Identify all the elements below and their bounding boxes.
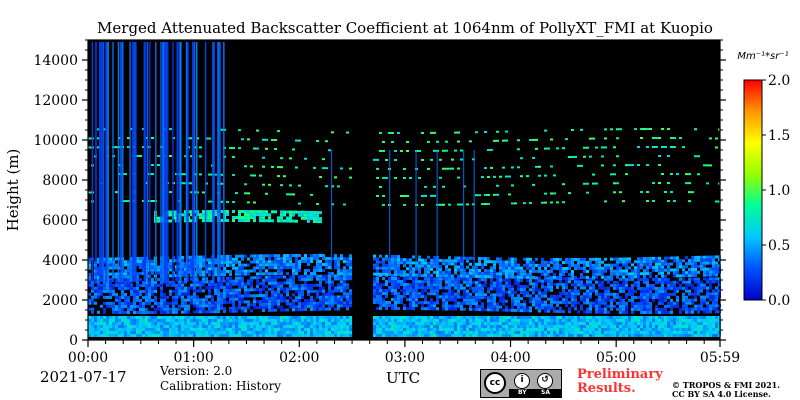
copyright-line-2: CC BY SA 4.0 License.	[672, 389, 771, 399]
colorbar-tick-label: 1.5	[768, 128, 790, 144]
x-tick-label: 01:00	[173, 350, 213, 366]
x-tick-label: 05:59	[700, 350, 740, 366]
y-tick-label: 8000	[42, 173, 78, 189]
colorbar-tick-label: 0.5	[768, 238, 790, 254]
attribution-icon: i	[514, 373, 530, 389]
colorbar-tick-label: 2.0	[768, 73, 790, 89]
y-axis: 0 2000 4000 6000 8000 10000 12000 14000	[33, 39, 726, 349]
preliminary-results-label: Preliminary Results.	[577, 367, 663, 396]
cc-by-label: BY	[518, 389, 527, 396]
y-tick-label: 12000	[33, 93, 78, 109]
cc-badge-strip: BY SA	[509, 389, 561, 397]
footer-version: Version: 2.0	[160, 364, 233, 378]
colorbar-unit-label: Mm⁻¹*sr⁻¹	[737, 51, 788, 62]
footer-calibration: Calibration: History	[160, 379, 282, 393]
y-tick-label: 14000	[33, 53, 78, 69]
no-data-gap	[352, 40, 371, 340]
plot-area	[87, 39, 721, 341]
y-tick-label: 0	[69, 333, 78, 349]
x-tick-label: 03:00	[385, 350, 425, 366]
cc-license-badge: cc i ↺ BY SA	[480, 369, 562, 398]
colorbar-tick-label: 0.0	[768, 293, 790, 309]
colorbar: 0.0 0.5 1.0 1.5 2.0	[743, 73, 790, 309]
x-tick-label: 00:00	[68, 350, 108, 366]
y-tick-label: 6000	[42, 213, 78, 229]
colorbar-gradient	[743, 79, 763, 301]
x-tick-label: 04:00	[490, 350, 530, 366]
footer-time-zone: UTC	[386, 369, 421, 387]
y-tick-label: 4000	[42, 253, 78, 269]
x-tick-label: 02:00	[279, 350, 319, 366]
cc-icon: cc	[484, 372, 506, 394]
x-tick-label: 05:00	[596, 350, 636, 366]
y-tick-label: 10000	[33, 133, 78, 149]
y-tick-label: 2000	[42, 293, 78, 309]
colorbar-tick-label: 1.0	[768, 183, 790, 199]
noise-streaks	[91, 42, 475, 282]
cc-sa-label: SA	[541, 389, 550, 396]
y-axis-label: Height (m)	[4, 149, 22, 232]
footer-date: 2021-07-17	[40, 368, 127, 386]
backscatter-field	[88, 128, 721, 337]
share-alike-icon: ↺	[537, 373, 553, 389]
chart-title: Merged Attenuated Backscatter Coefficien…	[97, 19, 713, 37]
x-axis: 00:00 01:00 02:00 03:00 04:00 05:00 05:59	[68, 340, 740, 366]
copyright-line-1: © TROPOS & FMI 2021.	[672, 380, 781, 390]
